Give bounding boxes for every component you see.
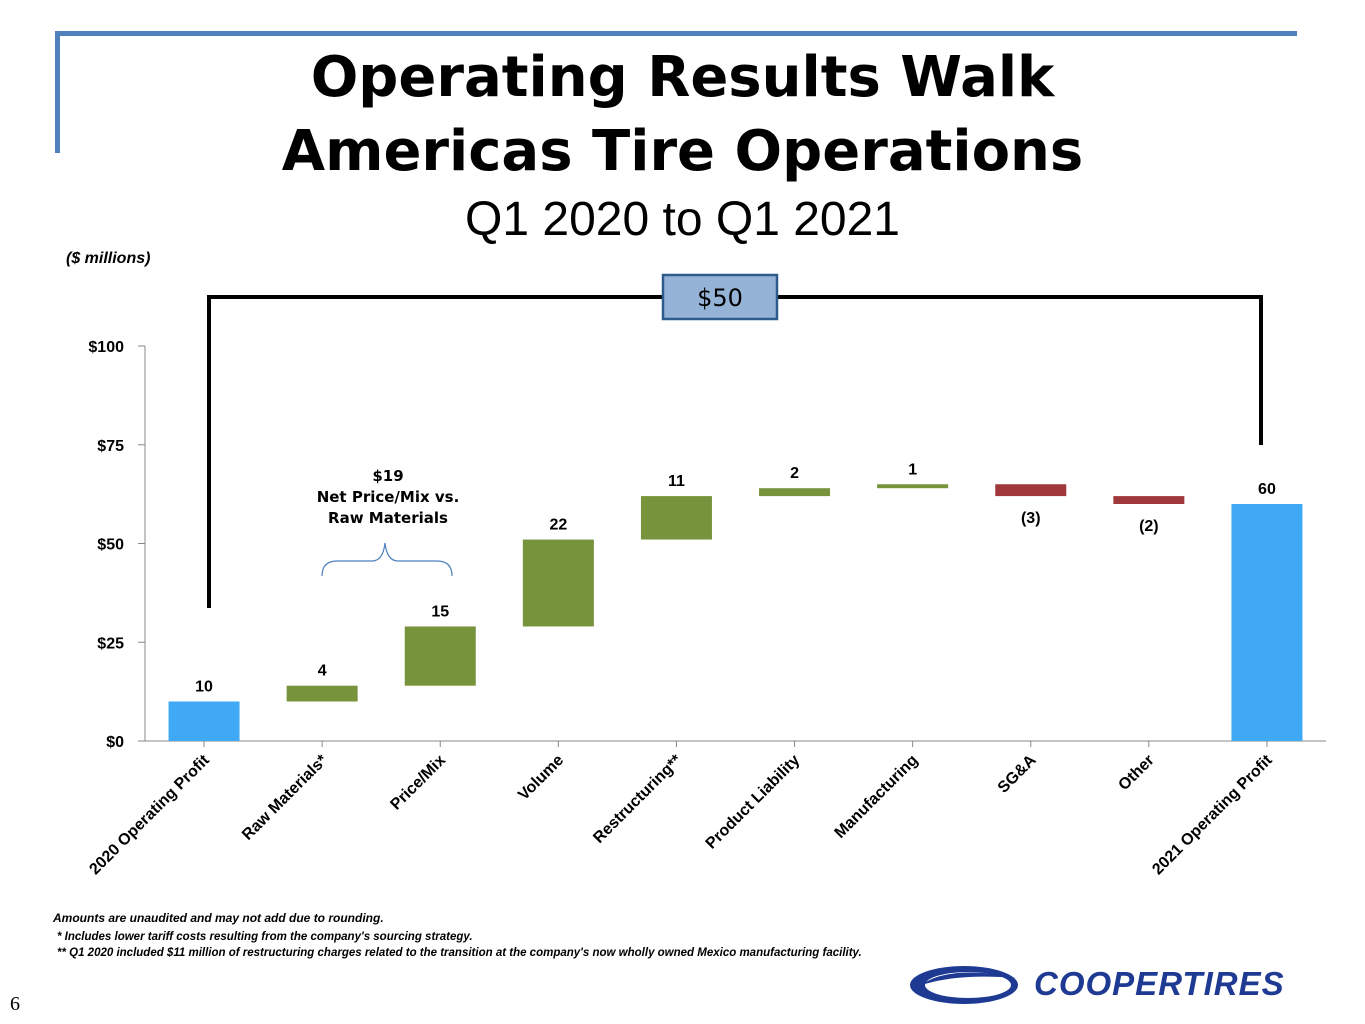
x-category-label: Manufacturing bbox=[832, 752, 922, 842]
left-accent-rule bbox=[55, 31, 60, 153]
bar-value-label: 15 bbox=[431, 603, 449, 620]
page-title-line2: Americas Tire Operations bbox=[281, 119, 1084, 184]
page-title-line1: Operating Results Walk bbox=[310, 45, 1055, 110]
waterfall-bar bbox=[877, 484, 949, 489]
bracket-annotation-line: Net Price/Mix vs. bbox=[317, 488, 460, 506]
bridge-callout-label: $50 bbox=[697, 284, 743, 312]
x-category-label: Price/Mix bbox=[387, 752, 449, 814]
bar-value-label: 4 bbox=[318, 663, 327, 680]
y-tick-label: $25 bbox=[97, 635, 124, 652]
waterfall-bar bbox=[640, 496, 712, 540]
waterfall-bar bbox=[1113, 496, 1185, 504]
waterfall-bar bbox=[995, 484, 1067, 497]
bar-value-label: 11 bbox=[668, 473, 685, 490]
y-tick-label: $0 bbox=[106, 734, 124, 751]
cooper-tires-logo: COOPERTIRES bbox=[908, 963, 1344, 1007]
top-accent-rule bbox=[55, 31, 1297, 36]
waterfall-bar bbox=[404, 626, 476, 686]
bracket-annotation-line: $19 bbox=[372, 467, 403, 485]
bridge-callout-box bbox=[661, 273, 779, 321]
waterfall-bar bbox=[759, 488, 831, 497]
waterfall-bar bbox=[522, 539, 594, 627]
x-category-label: Raw Materials* bbox=[239, 751, 331, 843]
bar-value-label: (2) bbox=[1139, 518, 1159, 535]
logo-wordmark: COOPERTIRES bbox=[1034, 965, 1285, 1002]
footnote-tariff: * Includes lower tariff costs resulting … bbox=[57, 931, 473, 943]
waterfall-bar bbox=[1231, 504, 1303, 741]
footnote-rounding: Amounts are unaudited and may not add du… bbox=[53, 911, 384, 925]
bracket-annotation-line: Raw Materials bbox=[328, 509, 448, 527]
waterfall-bar bbox=[168, 701, 240, 741]
x-category-label: Volume bbox=[515, 752, 567, 804]
bar-value-label: 10 bbox=[195, 679, 213, 696]
cooper-swoosh-icon bbox=[910, 966, 1018, 1004]
x-category-label: 2020 Operating Profit bbox=[86, 751, 213, 878]
waterfall-bar bbox=[286, 685, 358, 702]
footnote-restructuring: ** Q1 2020 included $11 million of restr… bbox=[57, 947, 862, 959]
x-category-label: 2021 Operating Profit bbox=[1149, 751, 1276, 878]
x-category-label: Product Liability bbox=[703, 752, 804, 853]
bar-value-label: 60 bbox=[1258, 481, 1276, 498]
y-tick-label: $75 bbox=[97, 438, 124, 455]
bar-value-label: 22 bbox=[549, 517, 567, 534]
y-tick-label: $100 bbox=[88, 339, 124, 356]
bar-value-label: 2 bbox=[790, 465, 799, 482]
x-category-label: SG&A bbox=[995, 751, 1040, 796]
bar-value-label: 1 bbox=[908, 461, 917, 478]
bar-value-label: (3) bbox=[1021, 510, 1041, 527]
x-category-label: Restructuring** bbox=[590, 751, 686, 847]
units-label: ($ millions) bbox=[66, 250, 151, 267]
x-category-label: Other bbox=[1115, 752, 1157, 794]
bracket-brace bbox=[321, 542, 453, 577]
page-subtitle: Q1 2020 to Q1 2021 bbox=[465, 193, 900, 246]
page-number: 6 bbox=[10, 993, 20, 1015]
y-tick-label: $50 bbox=[97, 537, 124, 554]
